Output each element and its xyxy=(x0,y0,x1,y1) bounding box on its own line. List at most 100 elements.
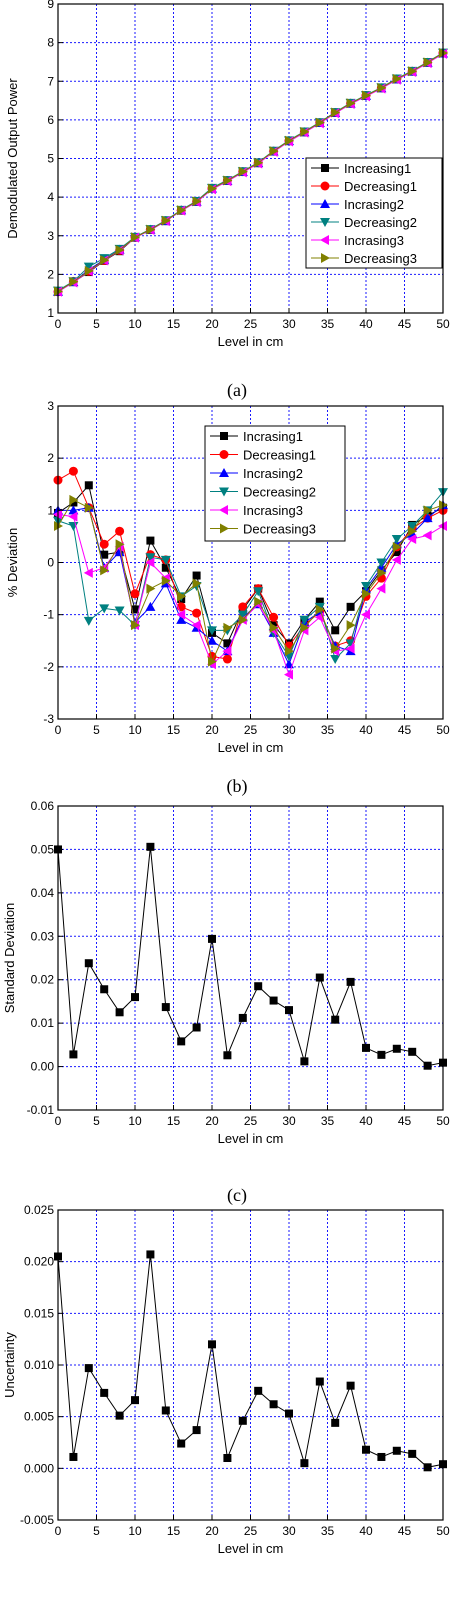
data-point xyxy=(223,1454,232,1462)
data-point xyxy=(330,655,341,665)
y-axis-label: Uncertainty xyxy=(2,1332,17,1398)
y-axis-label: Standard Deviation xyxy=(2,903,17,1014)
y-tick-label: 0 xyxy=(47,556,54,570)
data-point xyxy=(146,536,155,545)
data-point xyxy=(391,554,401,565)
data-point xyxy=(391,535,402,545)
legend-label: Decreasing1 xyxy=(344,179,417,194)
data-point xyxy=(238,1013,247,1022)
data-point xyxy=(161,215,171,226)
data-point xyxy=(208,934,216,943)
x-tick-label: 5 xyxy=(93,317,100,331)
x-tick-label: 5 xyxy=(93,723,100,737)
x-tick-label: 0 xyxy=(55,1114,62,1128)
data-point xyxy=(145,553,156,563)
x-tick-label: 30 xyxy=(282,317,296,331)
chart-b: 0 5 10 15 20 25 30 35 40 45 50 -3 -2 -1 0 1 2 3 Level in c… xyxy=(5,399,450,755)
data-point xyxy=(361,581,371,591)
x-axis-label: Level in cm xyxy=(218,740,284,755)
data-point xyxy=(315,973,324,982)
y-tick-label: 0.010 xyxy=(24,1358,54,1372)
x-tick-label: 0 xyxy=(55,317,62,331)
data-point xyxy=(192,578,202,589)
x-tick-label: 20 xyxy=(205,723,219,737)
data-point xyxy=(223,175,233,186)
x-tick-label: 25 xyxy=(244,1524,258,1538)
data-point xyxy=(69,1050,78,1059)
data-point xyxy=(285,135,294,146)
data-point xyxy=(145,601,156,611)
data-point xyxy=(346,98,356,109)
data-point xyxy=(131,620,140,631)
x-tick-label: 15 xyxy=(167,1524,181,1538)
data-point xyxy=(115,1008,124,1017)
data-point xyxy=(408,1449,417,1458)
x-tick-label: 0 xyxy=(55,1524,62,1538)
data-point xyxy=(300,1057,309,1066)
x-tick-label: 45 xyxy=(398,317,412,331)
data-point xyxy=(177,205,187,216)
data-point xyxy=(161,575,171,586)
y-tick-label: 0.025 xyxy=(24,1203,54,1217)
x-tick-label: 5 xyxy=(93,1524,100,1538)
x-tick-label: 0 xyxy=(55,723,62,737)
legend: Incrasing1 Decreasing1 Incrasing2 Decreasin… xyxy=(204,425,346,542)
legend: Increasing1 Decreasing1 Incrasing2 Decreasi… xyxy=(305,157,443,269)
data-point xyxy=(146,842,155,851)
data-point xyxy=(84,959,93,968)
legend-label: Incrasing3 xyxy=(344,233,404,248)
y-tick-label: 0.00 xyxy=(31,1060,55,1074)
x-tick-label: 10 xyxy=(128,723,142,737)
data-point xyxy=(207,626,217,636)
x-tick-label: 15 xyxy=(167,1114,181,1128)
x-axis-label: Level in cm xyxy=(218,1541,284,1556)
y-tick-label: 0.02 xyxy=(31,973,55,987)
data-point xyxy=(284,669,293,680)
data-point xyxy=(331,626,340,635)
y-axis-label: % Deviation xyxy=(5,528,20,597)
legend-marker xyxy=(220,432,228,440)
legend-marker xyxy=(219,450,229,459)
y-tick-label: 0.020 xyxy=(24,1255,54,1269)
y-tick-label: 0.03 xyxy=(31,929,55,943)
data-point xyxy=(192,1426,201,1435)
data-point xyxy=(346,602,355,611)
data-point xyxy=(346,620,356,631)
x-tick-label: 30 xyxy=(282,1524,296,1538)
data-point xyxy=(161,1406,170,1415)
data-point xyxy=(100,550,109,559)
x-tick-label: 30 xyxy=(282,1114,296,1128)
data-point xyxy=(191,620,201,631)
x-tick-label: 20 xyxy=(205,1524,219,1538)
data-point xyxy=(345,639,356,649)
data-point xyxy=(315,117,325,128)
legend-marker xyxy=(220,523,229,534)
data-point xyxy=(237,610,248,620)
legend-label: Incrasing1 xyxy=(243,429,303,444)
data-point xyxy=(222,646,232,657)
caption-b: (b) xyxy=(227,776,248,797)
data-point xyxy=(223,622,233,633)
y-axis-label: Demodulated Output Power xyxy=(5,78,20,239)
data-point xyxy=(100,565,110,576)
x-tick-label: 40 xyxy=(359,1114,373,1128)
data-point xyxy=(331,643,341,654)
data-point xyxy=(146,1250,155,1259)
legend-label: Decreasing1 xyxy=(243,448,316,463)
series-decreasing3 xyxy=(54,494,448,667)
data-point xyxy=(423,1061,432,1070)
data-point xyxy=(115,539,125,550)
x-tick-label: 40 xyxy=(359,1524,373,1538)
y-tick-label: -1 xyxy=(43,608,54,622)
chart-c: 0 5 10 15 20 25 30 35 40 45 50 -0.01 0.00 0.01 0.02 0.0… xyxy=(2,799,450,1146)
data-point xyxy=(392,548,401,557)
legend-marker xyxy=(320,218,330,227)
x-tick-label: 50 xyxy=(436,1524,450,1538)
legend-marker xyxy=(320,235,329,245)
legend-box xyxy=(204,425,346,542)
data-point xyxy=(100,985,109,994)
data-point xyxy=(285,1006,293,1015)
data-point xyxy=(176,609,186,620)
data-point xyxy=(145,557,155,568)
